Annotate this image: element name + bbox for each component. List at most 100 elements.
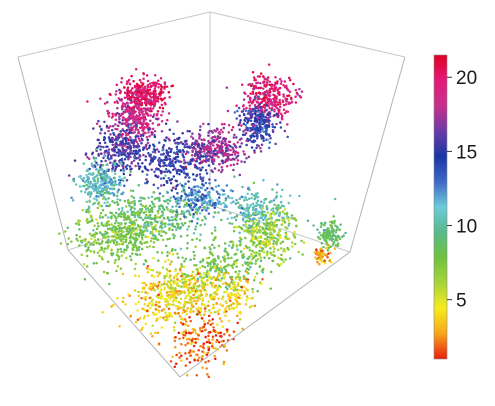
- scatter-point: [219, 128, 223, 132]
- scatter-point: [287, 201, 291, 205]
- scatter-point: [165, 164, 168, 167]
- scatter-point: [114, 228, 117, 231]
- scatter-point: [143, 101, 147, 105]
- scatter-point: [216, 146, 219, 149]
- scatter-point: [284, 97, 287, 100]
- scatter-point: [196, 218, 200, 221]
- scatter-point: [126, 80, 129, 83]
- scatter-point: [336, 242, 340, 245]
- scatter-point: [151, 324, 154, 328]
- scatter-point: [175, 185, 178, 188]
- scatter-point: [184, 320, 188, 323]
- scatter-point: [227, 272, 230, 275]
- scatter-point: [277, 256, 280, 259]
- scatter-point: [147, 131, 150, 134]
- scatter-point: [194, 291, 197, 295]
- scatter-point: [163, 199, 166, 203]
- scatter-point: [107, 115, 111, 118]
- scatter-point: [166, 300, 169, 303]
- scatter-point: [220, 147, 223, 150]
- scatter-point: [137, 165, 140, 168]
- scatter-point: [150, 283, 153, 286]
- scatter-point: [268, 80, 271, 84]
- scatter-point: [92, 241, 96, 244]
- scatter-point: [164, 244, 168, 248]
- scatter-point: [163, 85, 167, 88]
- scatter-point: [109, 133, 112, 136]
- scatter-point: [224, 314, 227, 318]
- scatter-point: [191, 141, 194, 145]
- scatter-point: [226, 217, 230, 221]
- scatter-point: [333, 247, 337, 251]
- scatter-point: [198, 266, 202, 270]
- scatter-point: [140, 123, 144, 127]
- scatter-point: [219, 265, 223, 269]
- scatter-point: [222, 137, 225, 141]
- scatter-point: [300, 90, 304, 93]
- scatter-point: [324, 253, 328, 257]
- scatter-point: [119, 229, 123, 232]
- scatter-point: [171, 233, 175, 236]
- scatter-point: [190, 158, 193, 162]
- scatter-point: [123, 225, 127, 229]
- scatter-point: [248, 104, 252, 107]
- scatter-point: [228, 307, 231, 311]
- scatter-point: [142, 211, 146, 214]
- scatter-point: [140, 81, 143, 84]
- scatter-point: [178, 315, 182, 318]
- scatter-point: [175, 151, 179, 154]
- scatter-point: [195, 237, 199, 240]
- scatter-point: [126, 147, 130, 150]
- scatter-point: [248, 96, 252, 100]
- scatter-point: [149, 287, 152, 291]
- scatter-point: [142, 287, 146, 291]
- scatter-point: [204, 310, 207, 313]
- scatter-point: [230, 216, 234, 220]
- scatter-point: [242, 150, 245, 153]
- scatter-point: [153, 150, 157, 154]
- scatter-point: [112, 187, 116, 191]
- scatter-point: [102, 170, 106, 174]
- scatter-point: [161, 153, 165, 156]
- scatter-point: [258, 265, 261, 269]
- scatter-point: [99, 193, 103, 196]
- scatter-point: [97, 119, 100, 123]
- scatter-point: [167, 296, 170, 299]
- scatter-point: [158, 208, 162, 211]
- scatter-point: [216, 288, 220, 292]
- scatter-point: [266, 99, 270, 103]
- scatter-point: [120, 105, 124, 109]
- scatter-point: [246, 119, 250, 123]
- scatter-point: [229, 303, 233, 307]
- scatter-point: [101, 193, 105, 197]
- scatter-point: [176, 212, 179, 215]
- scatter-point: [103, 175, 107, 178]
- scatter-point: [127, 78, 131, 82]
- scatter-point: [174, 346, 177, 349]
- scatter-point: [279, 82, 283, 85]
- scatter-point: [131, 224, 135, 228]
- scatter-point: [170, 189, 174, 192]
- scatter-point: [206, 279, 209, 282]
- scatter-point: [279, 241, 283, 245]
- scatter-point: [98, 214, 102, 218]
- scatter-point: [144, 322, 147, 325]
- scatter-point: [209, 262, 212, 266]
- scatter-point: [122, 179, 125, 182]
- scatter-point: [184, 173, 188, 176]
- scatter-point: [146, 79, 150, 83]
- scatter-point: [121, 119, 124, 122]
- scatter-point: [176, 252, 179, 256]
- scatter-point: [145, 74, 149, 77]
- scatter-point: [247, 197, 251, 200]
- scatter-point: [102, 145, 105, 149]
- scatter-point: [107, 196, 110, 200]
- scatter-point: [319, 247, 323, 250]
- scatter-point: [190, 304, 194, 308]
- scatter-point: [192, 293, 195, 297]
- scatter-point: [140, 247, 144, 251]
- scatter-point: [222, 360, 226, 364]
- scatter-point: [252, 208, 255, 212]
- scatter-point: [217, 312, 220, 316]
- scatter-point: [186, 324, 190, 327]
